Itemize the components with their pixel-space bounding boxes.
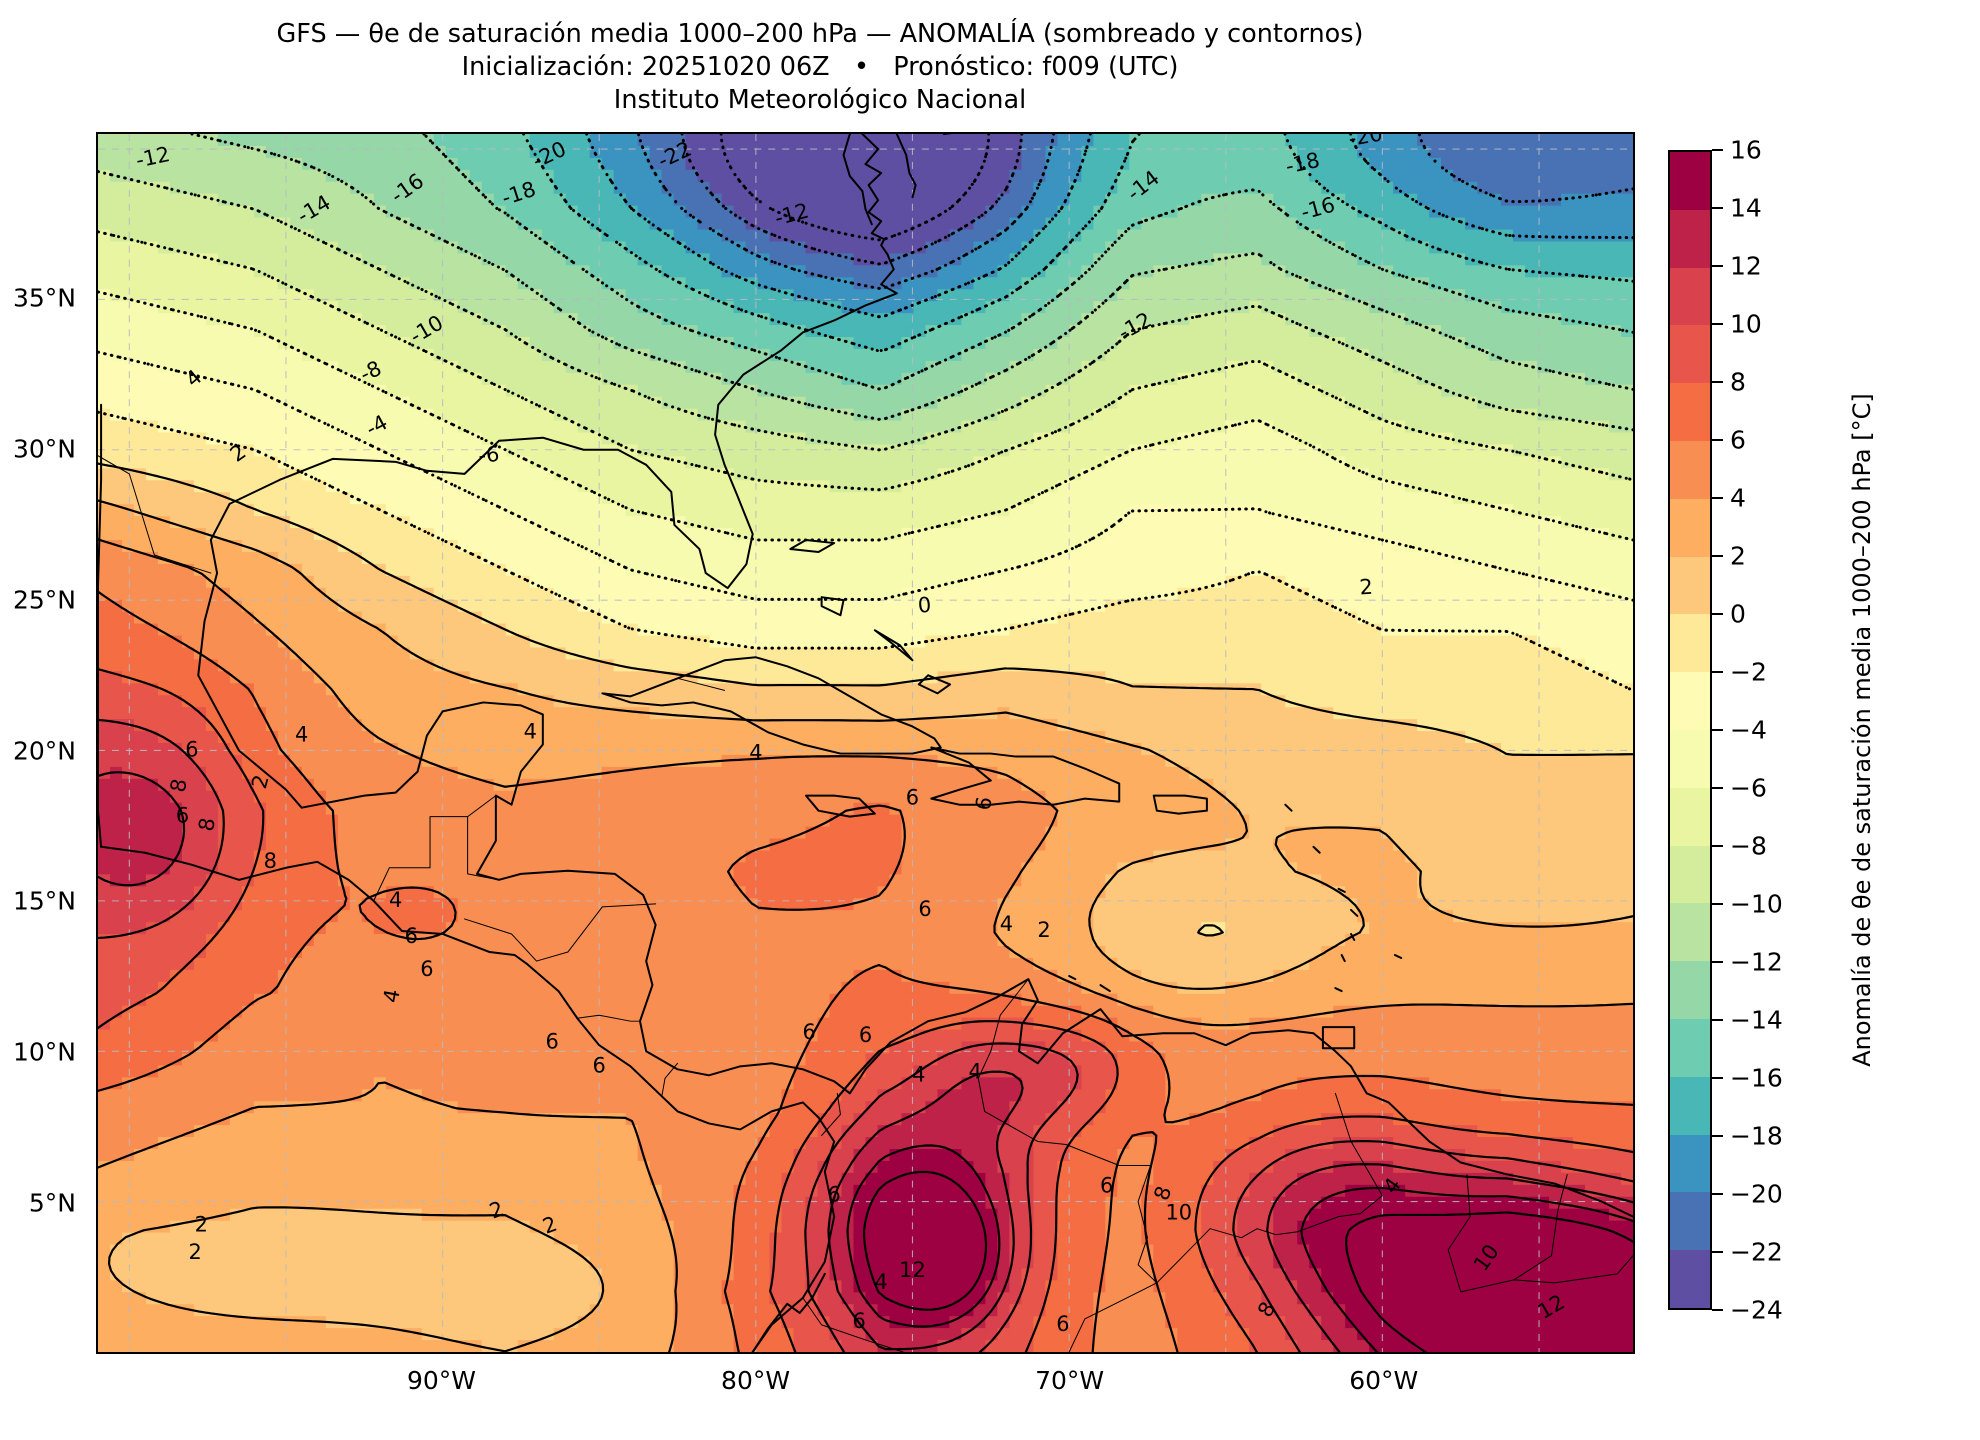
colorbar[interactable] — [1668, 150, 1712, 1310]
colorbar-swatch — [1670, 1076, 1710, 1135]
colorbar-swatch — [1670, 325, 1710, 384]
latitude-tick-label: 15°N — [12, 886, 76, 916]
colorbar-swatch — [1670, 1018, 1710, 1077]
longitude-tick-label: 90°W — [406, 1366, 476, 1395]
colorbar-swatch — [1670, 267, 1710, 326]
chart-source: Instituto Meteorológico Nacional — [613, 85, 1027, 115]
colorbar-swatch — [1670, 1192, 1710, 1251]
colorbar-swatch — [1670, 556, 1710, 615]
map-gridlines — [98, 134, 1633, 1352]
colorbar-swatch — [1670, 440, 1710, 499]
latitude-tick-label: 20°N — [12, 736, 76, 766]
chart-subtitle: Inicialización: 20251020 06Z • Pronóstic… — [461, 52, 1179, 82]
page-title: GFS — θe de saturación media 1000–200 hP… — [276, 19, 1364, 49]
coastlines-and-borders — [98, 134, 1633, 1352]
anomaly-map: -12-14-16 -18-20 -22-12-14-16-18-20-10-8-1… — [98, 134, 1633, 1352]
latitude-tick-label: 10°N — [12, 1037, 76, 1067]
colorbar-swatch — [1670, 729, 1710, 788]
colorbar-swatch — [1670, 209, 1710, 268]
colorbar-swatch — [1670, 787, 1710, 846]
colorbar-swatch — [1670, 961, 1710, 1019]
latitude-tick-label: 5°N — [28, 1188, 76, 1218]
latitude-axis-labels: 35°N 30°N 25°N 20°N 15°N 10°N 5°N — [0, 0, 88, 1440]
longitude-tick-label: 60°W — [1349, 1366, 1419, 1395]
colorbar-swatch — [1670, 845, 1710, 904]
colorbar-swatch — [1670, 1250, 1710, 1308]
longitude-tick-label: 70°W — [1035, 1366, 1105, 1395]
colorbar-swatch — [1670, 903, 1710, 962]
colorbar-swatch — [1670, 152, 1710, 210]
colorbar-swatch — [1670, 383, 1710, 441]
colorbar-label: Anomalía de θe de saturación media 1000–… — [1848, 393, 1876, 1067]
latitude-tick-label: 30°N — [12, 434, 76, 464]
colorbar-swatch — [1670, 498, 1710, 557]
colorbar-swatch — [1670, 672, 1710, 730]
map-plot-area[interactable]: -12 -14 -16 -18 -20 -22 -12 -14 -16 -18 -20 -10 -8 -1… — [96, 132, 1635, 1354]
colorbar-ticks: 16 14 12 10 8 6 4 2 0 −2 −4 −6 −8 −10 −12 −14 −16 −18 −20−… — [1712, 136, 1832, 1325]
shaded-anomaly-field — [98, 134, 1633, 1352]
latitude-tick-label: 25°N — [12, 585, 76, 615]
colorbar-swatch — [1670, 1134, 1710, 1193]
latitude-tick-label: 35°N — [12, 283, 76, 313]
chart-title-block: GFS — θe de saturación media 1000–200 hP… — [0, 18, 1640, 117]
colorbar-swatch — [1670, 614, 1710, 673]
longitude-tick-label: 80°W — [721, 1366, 791, 1395]
